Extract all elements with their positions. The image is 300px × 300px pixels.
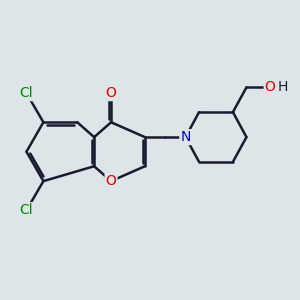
Text: O: O <box>106 174 116 188</box>
Text: O: O <box>265 80 276 94</box>
Text: O: O <box>106 86 116 100</box>
Text: N: N <box>180 130 191 144</box>
Text: Cl: Cl <box>20 86 33 100</box>
Text: H: H <box>278 80 288 94</box>
Text: Cl: Cl <box>20 203 33 217</box>
